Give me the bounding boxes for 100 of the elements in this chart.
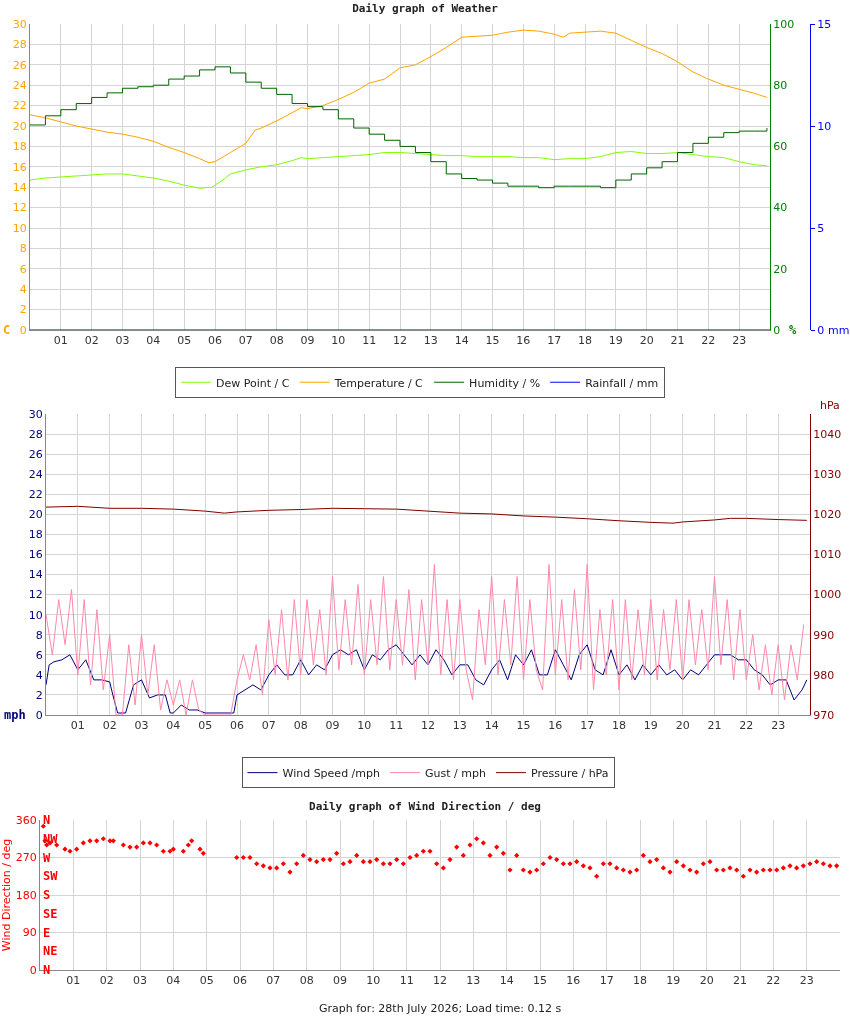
y2-tick-label: 1040 (813, 427, 842, 441)
y2-tick-label: 80 (773, 79, 788, 93)
y-tick-label: 270 (15, 851, 37, 865)
y2-tick-label: 40 (773, 201, 788, 215)
y-tick-label: 6 (19, 262, 27, 276)
y2-tick-label: 1000 (813, 588, 842, 602)
x-tick-label: 04 (166, 974, 181, 988)
line-series (46, 505, 808, 524)
x-tick-label: 20 (639, 334, 654, 348)
line-series (46, 564, 805, 715)
y-tick-label: 4 (19, 283, 27, 297)
y-tick-label: 2 (35, 688, 43, 702)
y-tick-label: 30 (28, 407, 43, 421)
x-tick-label: 22 (766, 974, 781, 988)
x-tick-label: 01 (70, 719, 85, 733)
x-tick-label: 14 (454, 334, 469, 348)
y-tick-label: 24 (12, 79, 27, 93)
y2-tick-label: 100 (773, 17, 795, 31)
x-tick-label: 06 (208, 334, 222, 348)
x-tick-label: 12 (433, 974, 447, 988)
legend-label: Pressure / hPa (530, 766, 609, 780)
x-tick-label: 13 (452, 719, 467, 733)
x-tick-label: 23 (771, 719, 786, 733)
y2-tick-label: 0 (773, 323, 781, 337)
x-tick-label: 12 (393, 334, 407, 348)
y-tick-label: 4 (35, 668, 43, 682)
x-tick-label: 16 (566, 974, 581, 988)
y3-tick-label: 15 (817, 17, 832, 31)
y-axis-title: C (3, 323, 11, 337)
legend-label: Gust / mph (425, 766, 486, 780)
x-tick-label: 10 (331, 334, 346, 348)
y2-tick-label: 970 (813, 708, 835, 722)
x-tick-label: 07 (266, 974, 281, 988)
x-tick-label: 08 (269, 334, 284, 348)
y2-tick-label: 980 (813, 668, 835, 682)
y2-tick-label: 1020 (813, 508, 842, 522)
y-tick-label: 6 (35, 648, 43, 662)
annotation: E (43, 926, 51, 940)
x-tick-label: 21 (733, 974, 747, 988)
x-tick-label: 18 (612, 719, 626, 733)
x-tick-label: 16 (516, 334, 531, 348)
y-tick-label: 24 (28, 468, 43, 482)
x-tick-label: 21 (707, 719, 722, 733)
x-tick-label: 09 (325, 719, 340, 733)
x-tick-label: 14 (484, 719, 499, 733)
y-tick-label: 10 (12, 221, 27, 235)
x-tick-label: 03 (115, 334, 130, 348)
y-tick-label: 22 (28, 488, 43, 502)
y2-tick-label: 1030 (813, 468, 842, 482)
x-tick-label: 09 (333, 974, 347, 988)
y3-tick-label: 0 (817, 323, 825, 337)
x-tick-label: 09 (300, 334, 315, 348)
x-tick-label: 11 (399, 974, 414, 988)
x-tick-label: 17 (599, 974, 614, 988)
y-tick-label: 10 (28, 608, 43, 622)
y-tick-label: 8 (19, 242, 27, 256)
y-tick-label: 12 (12, 201, 27, 215)
x-tick-label: 01 (53, 334, 68, 348)
x-tick-label: 10 (357, 719, 372, 733)
y-tick-label: 20 (28, 508, 43, 522)
y-tick-label: 26 (28, 447, 43, 461)
x-tick-label: 13 (466, 974, 481, 988)
x-tick-label: 05 (177, 334, 192, 348)
y3-tick-label: 5 (817, 221, 825, 235)
x-tick-label: 12 (421, 719, 435, 733)
annotation: SW (43, 869, 59, 883)
y-tick-label: 0 (35, 708, 43, 722)
x-tick-label: 16 (548, 719, 563, 733)
y-tick-label: 28 (28, 427, 43, 441)
y-tick-label: 360 (15, 813, 37, 827)
x-tick-label: 23 (799, 974, 814, 988)
x-tick-label: 06 (230, 719, 244, 733)
x-tick-label: 20 (675, 719, 690, 733)
x-tick-label: 13 (423, 334, 438, 348)
y-tick-label: 12 (28, 588, 43, 602)
y2-axis-title: % (789, 323, 797, 337)
line-series (30, 29, 768, 164)
x-tick-label: 19 (666, 974, 681, 988)
x-tick-label: 03 (133, 974, 147, 988)
legend-label: Dew Point / C (216, 376, 290, 390)
x-tick-label: 15 (533, 974, 547, 988)
x-tick-label: 18 (633, 974, 647, 988)
y-tick-label: 16 (12, 160, 27, 174)
x-tick-label: 17 (580, 719, 595, 733)
line-series (46, 644, 808, 714)
x-tick-label: 14 (499, 974, 514, 988)
x-tick-label: 07 (261, 719, 276, 733)
x-tick-label: 19 (608, 334, 623, 348)
y-tick-label: 28 (12, 38, 27, 52)
y3-tick-label: 10 (817, 119, 832, 133)
y-tick-label: 8 (35, 628, 43, 642)
x-tick-label: 15 (516, 719, 531, 733)
y2-axis-title: hPa (820, 399, 840, 412)
x-tick-label: 05 (199, 974, 214, 988)
x-tick-label: 23 (732, 334, 747, 348)
y-tick-label: 26 (12, 58, 27, 72)
y2-tick-label: 60 (773, 140, 788, 154)
x-tick-label: 01 (66, 974, 81, 988)
x-tick-label: 17 (547, 334, 562, 348)
y-tick-label: 14 (12, 181, 27, 195)
